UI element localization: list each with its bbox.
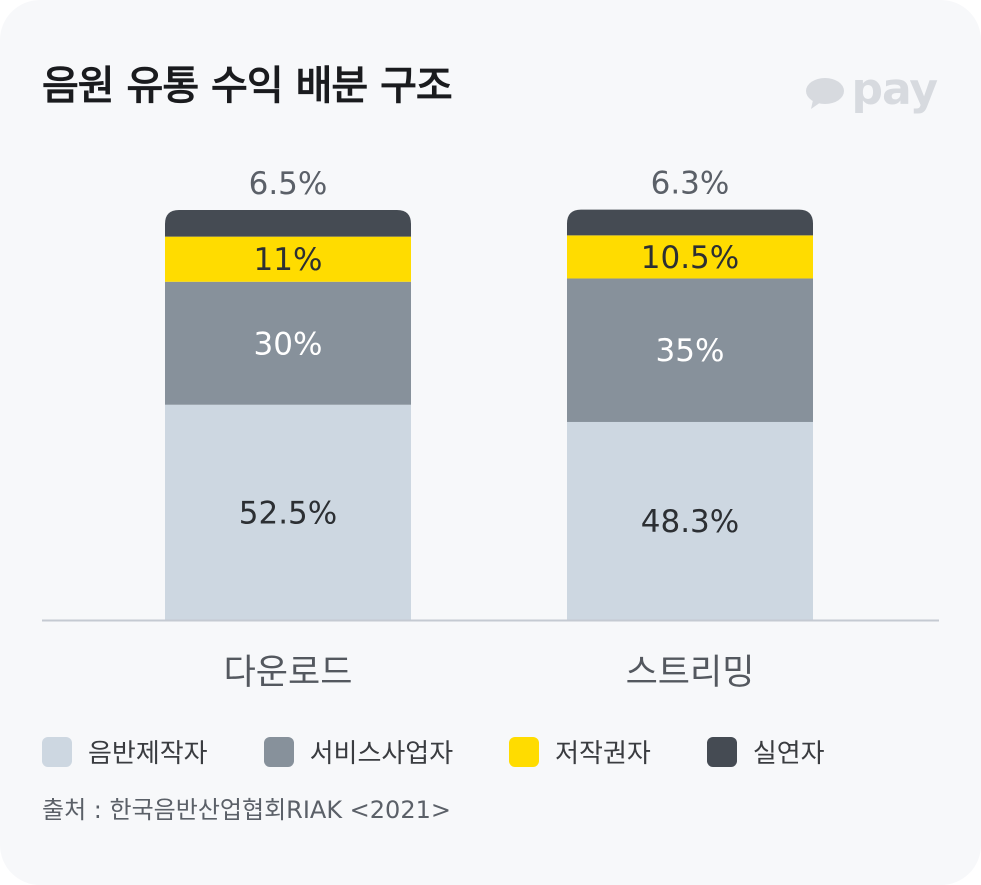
legend-item-service-provider: 서비스사업자	[263, 733, 454, 770]
legend-label: 실연자	[752, 739, 825, 769]
bar-segment-스트리밍-저작권자	[567, 235, 813, 279]
x-tick-label: 다운로드	[224, 653, 353, 693]
bar-segment-다운로드-음반제작자	[165, 404, 411, 620]
data-label: 52.5%	[239, 495, 337, 531]
speech-bubble-icon	[806, 78, 845, 109]
data-label: 11%	[254, 242, 323, 278]
data-label: 10.5%	[641, 240, 739, 276]
legend-item-copyright-holder: 저작권자	[509, 733, 651, 770]
pay-logo: pay	[805, 68, 938, 112]
legend-swatch	[509, 736, 540, 767]
legend: 음반제작자 서비스사업자 저작권자 실연자	[42, 733, 825, 770]
source-note: 출처 : 한국음반산업협회RIAK <2021>	[42, 796, 451, 824]
data-label: 6.3%	[651, 166, 730, 202]
legend-item-record-producer: 음반제작자	[42, 733, 208, 770]
bar-segment-스트리밍-서비스사업자	[567, 278, 813, 422]
bar-segment-다운로드-실연자	[165, 210, 411, 237]
legend-swatch	[263, 736, 294, 767]
bar-segment-다운로드-서비스사업자	[165, 281, 411, 405]
pay-logo-text: pay	[851, 64, 938, 115]
legend-label: 저작권자	[555, 739, 651, 769]
bar-segment-스트리밍-음반제작자	[567, 421, 813, 620]
bar-segment-스트리밍-실연자	[567, 209, 813, 236]
legend-item-performer: 실연자	[706, 733, 825, 770]
x-tick-label: 스트리밍	[626, 653, 755, 693]
legend-label: 음반제작자	[88, 739, 208, 769]
data-label: 35%	[656, 333, 725, 369]
legend-swatch	[42, 736, 72, 767]
legend-label: 서비스사업자	[309, 739, 454, 769]
data-label: 30%	[254, 326, 323, 362]
legend-swatch	[706, 736, 737, 767]
chart-title: 음원 유통 수익 배분 구조	[42, 63, 453, 109]
bar-segment-다운로드-저작권자	[165, 236, 411, 282]
data-label: 48.3%	[641, 504, 739, 540]
data-label: 6.5%	[249, 166, 328, 202]
stacked-bar-chart: 52.5% 30% 11% 6.5% 다운로드 48.3% 35% 10.5% 6.3% 스트리밍	[42, 166, 939, 693]
